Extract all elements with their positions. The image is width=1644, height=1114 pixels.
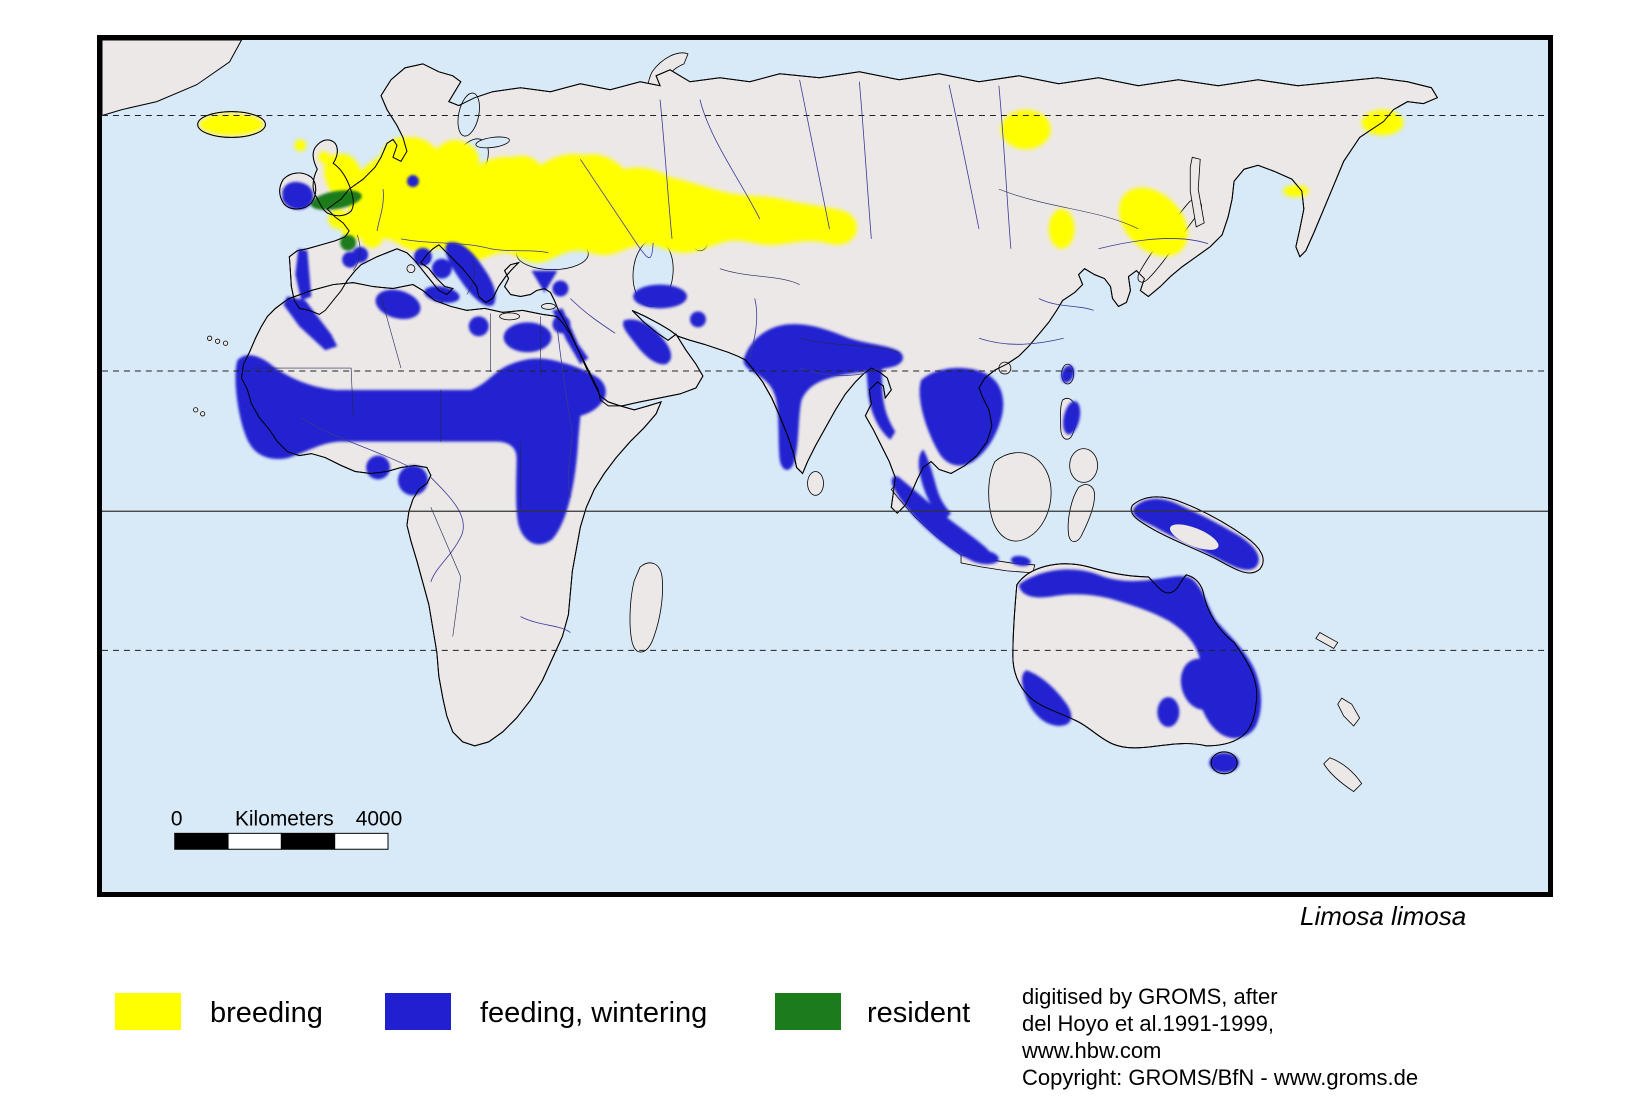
wintering-indochina (919, 367, 1004, 466)
rivers (301, 79, 1209, 633)
wintering-persian-gulf (623, 319, 672, 365)
resident-england-wales (310, 190, 362, 210)
cyprus-land (541, 303, 556, 310)
wintering-adriatic-greece (445, 242, 496, 306)
mindanao-land (1069, 448, 1098, 483)
wintering-swatch (385, 993, 451, 1030)
resident-areas (310, 190, 362, 251)
wintering-se-turkey (552, 280, 569, 297)
greenland-land (102, 40, 243, 117)
credit-line: digitised by GROMS, after (1022, 984, 1278, 1009)
sakhalin-land (1189, 156, 1205, 228)
breeding-dot-hebrides (294, 139, 307, 152)
wintering-taiwan (1061, 365, 1075, 383)
breeding-kamchatka-coast (1282, 185, 1309, 198)
wintering-iran-spot (689, 311, 706, 328)
madagascar-land (629, 562, 663, 653)
scale-segment (334, 832, 389, 850)
wintering-java (967, 549, 999, 565)
new-zealand-south-land (1323, 757, 1363, 793)
credit-line: del Hoyo et al.1991-1999, (1022, 1011, 1274, 1036)
wintering-sardinia (413, 247, 432, 266)
borneo-land (988, 452, 1052, 542)
wintering-benghazi (468, 316, 489, 337)
breeding-mongolia-patch (1048, 209, 1075, 249)
wintering-luzon (1063, 401, 1081, 435)
scale-zero-label: 0 (171, 807, 183, 830)
gulf-of-finland (475, 136, 510, 149)
wintering-malay-peninsula (918, 449, 952, 522)
new-zealand-north-land (1337, 697, 1361, 727)
scale-max-label: 4000 (356, 807, 403, 830)
wintering-india-band (743, 324, 904, 470)
new-caledonia-land (1315, 631, 1339, 649)
wintering-turkey (531, 270, 558, 293)
wintering-portugal (295, 248, 312, 301)
wintering-denmark-spot (406, 175, 419, 188)
wintering-north-iran (633, 284, 687, 309)
wintering-south-italy (431, 258, 452, 279)
wintering-morocco (283, 296, 338, 351)
canary-island-dot (207, 335, 213, 341)
wintering-sahel-east-africa (235, 355, 606, 545)
scale-unit-label: Kilometers (235, 807, 334, 830)
breeding-amur-patch (1118, 187, 1188, 257)
breeding-siberia-patch (1000, 109, 1051, 150)
breeding-france-spot (361, 225, 384, 248)
resident-swatch (775, 993, 841, 1030)
wintering-label: feeding, wintering (480, 997, 708, 1029)
sri-lanka-land (807, 471, 824, 496)
distribution-map-frame: 0 Kilometers 4000 (97, 35, 1553, 897)
wintering-sw-ireland (282, 181, 314, 210)
canary-island-dot (222, 340, 229, 346)
scale-segment (174, 832, 229, 850)
wintering-australia-interior (1180, 658, 1222, 710)
sulawesi-land (1067, 484, 1095, 542)
wintering-areas (235, 175, 1262, 773)
breeding-balkan-spot (483, 232, 504, 253)
wintering-nigeria-spot (366, 455, 391, 480)
scale-segment (280, 832, 336, 850)
resident-france-spot (340, 234, 357, 251)
corsica-land (406, 264, 416, 274)
scale-segment (227, 832, 282, 850)
resident-label: resident (867, 997, 971, 1029)
wintering-sumatra (891, 476, 992, 564)
scale-bar: 0 Kilometers 4000 (171, 807, 403, 850)
credit-line: Copyright: GROMS/BfN - www.groms.de (1022, 1065, 1419, 1090)
wintering-java-east (1010, 555, 1031, 567)
world-map: 0 Kilometers 4000 (102, 40, 1548, 892)
hainan-land (998, 361, 1012, 375)
breeding-swatch (115, 993, 181, 1030)
wintering-cameroon-spot (397, 465, 428, 496)
country-borders (251, 188, 1139, 637)
wintering-tasmania (1209, 752, 1240, 773)
wintering-red-sea-coast (552, 308, 589, 365)
wintering-algeria-coast (375, 289, 421, 320)
canary-island-dot (215, 338, 221, 344)
breeding-areas (199, 109, 1404, 263)
cape-verde-dot (200, 411, 206, 417)
breeding-iceland (199, 113, 264, 136)
breeding-europe-band (348, 137, 857, 263)
breeding-label: breeding (210, 997, 323, 1029)
coastline-overstrokes (197, 63, 1438, 775)
crete-land (499, 312, 520, 321)
graticule (102, 115, 1548, 651)
wintering-australia-southwest (1022, 670, 1072, 726)
wintering-spencer-gulf (1157, 697, 1180, 727)
credit-line: www.hbw.com (1022, 1038, 1162, 1063)
credit-text: digitised by GROMS, after del Hoyo et al… (1022, 983, 1418, 1091)
species-name-label: Limosa limosa (1300, 901, 1467, 931)
wintering-nile-delta (503, 322, 552, 353)
breeding-crimea-spot (550, 222, 575, 247)
new-guinea-interior (1169, 524, 1219, 550)
cape-verde-dot (193, 407, 199, 413)
